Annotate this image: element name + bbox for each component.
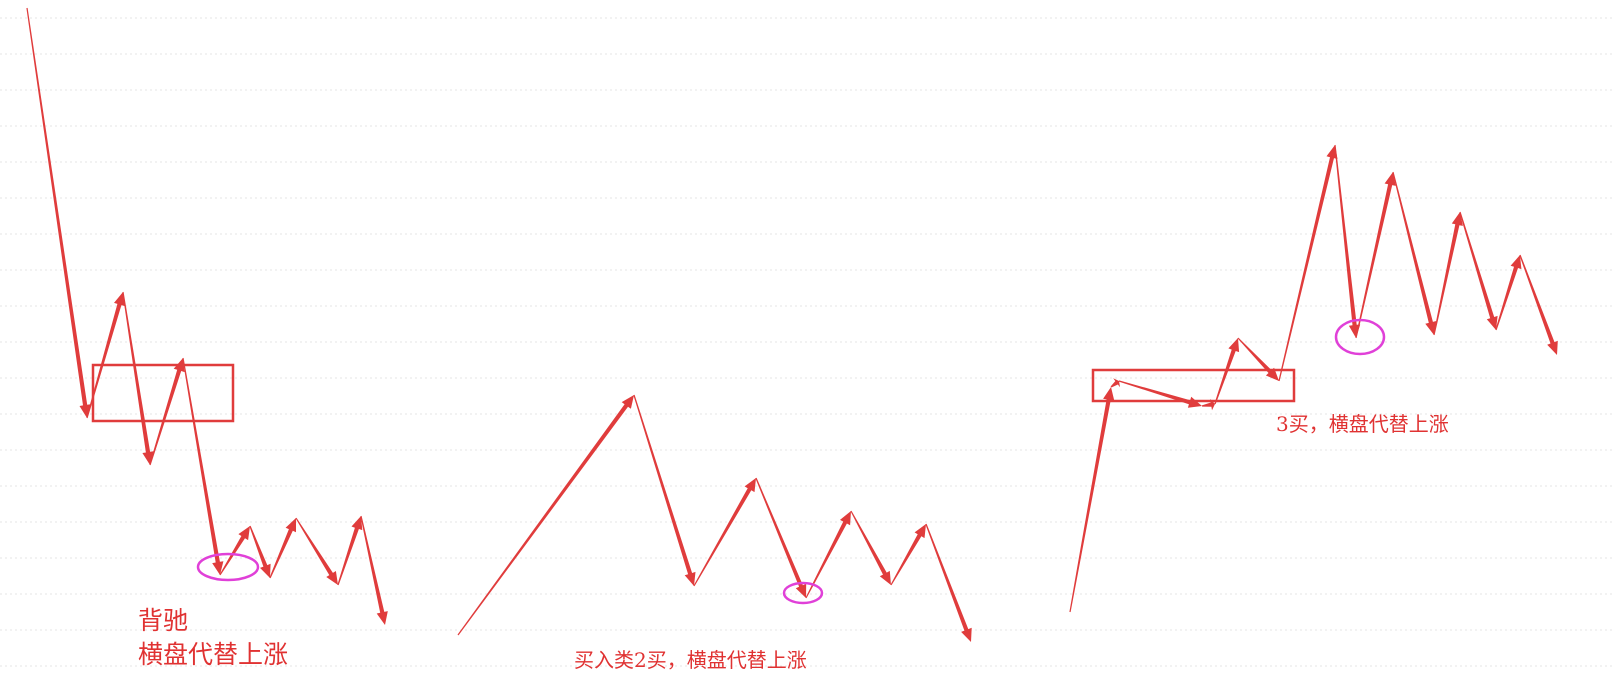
swing-arrow	[805, 511, 851, 599]
swing-arrow	[360, 515, 388, 625]
divergence-annotation: 背驰 横盘代替上涨	[138, 604, 288, 672]
buy-point-ellipse	[196, 552, 260, 582]
buy2-annotation: 买入类2买，横盘代替上涨	[574, 648, 807, 672]
swing-arrow	[850, 510, 891, 585]
pivot-box	[1091, 368, 1296, 403]
swing-arrow	[755, 477, 807, 598]
swing-arrow	[122, 291, 154, 465]
buy-point-ellipse	[782, 581, 824, 605]
swing-arrow	[633, 394, 696, 586]
swing-arrow	[1519, 254, 1558, 355]
swing-arrow	[1237, 337, 1279, 381]
sideways-replaces-rise-label: 横盘代替上涨	[138, 641, 289, 669]
swing-arrow	[86, 292, 125, 419]
swing-arrow	[1355, 172, 1396, 339]
swing-arrow	[249, 525, 271, 578]
swing-arrow	[693, 478, 756, 587]
swing-arrow	[457, 395, 634, 636]
swing-arrow	[26, 7, 91, 419]
swing-arrow	[269, 518, 296, 579]
swing-arrow	[1118, 380, 1202, 408]
swing-arrow	[295, 517, 338, 585]
swing-arrow	[1278, 145, 1338, 382]
buy3-annotation: 3买，横盘代替上涨	[1276, 412, 1449, 436]
swing-arrow	[337, 516, 363, 586]
divergence-label: 背驰	[138, 607, 189, 635]
swing-arrow	[1433, 212, 1463, 336]
swing-arrow	[890, 524, 926, 586]
buy-point-ellipse	[1334, 318, 1386, 356]
swing-arrow	[1495, 255, 1522, 331]
swing-arrow	[1069, 387, 1115, 613]
swing-arrow	[182, 357, 224, 575]
swing-arrow	[1392, 171, 1437, 335]
pivot-box	[91, 363, 235, 423]
swing-arrow	[219, 526, 250, 576]
swing-arrow	[1459, 211, 1498, 330]
swing-arrow	[1334, 144, 1361, 338]
swing-arrow	[149, 358, 185, 466]
swing-arrow	[925, 523, 972, 642]
swing-arrow	[1110, 378, 1120, 388]
